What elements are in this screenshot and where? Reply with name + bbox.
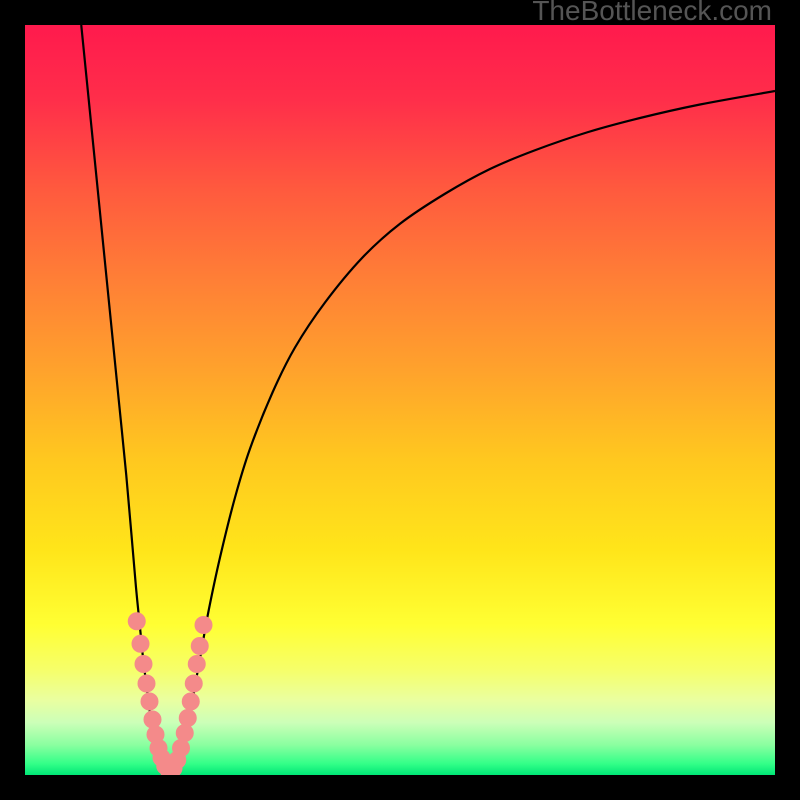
data-marker (138, 675, 156, 693)
data-marker (191, 637, 209, 655)
data-marker (176, 724, 194, 742)
data-marker (188, 655, 206, 673)
data-marker (128, 612, 146, 630)
data-marker (172, 739, 190, 757)
data-marker (144, 711, 162, 729)
data-marker (132, 635, 150, 653)
data-marker (135, 655, 153, 673)
data-marker (182, 693, 200, 711)
data-marker (185, 675, 203, 693)
watermark-text: TheBottleneck.com (532, 0, 772, 26)
data-marker (195, 616, 213, 634)
data-marker (179, 709, 197, 727)
bottleneck-chart: TheBottleneck.com (0, 0, 800, 800)
data-marker (141, 693, 159, 711)
